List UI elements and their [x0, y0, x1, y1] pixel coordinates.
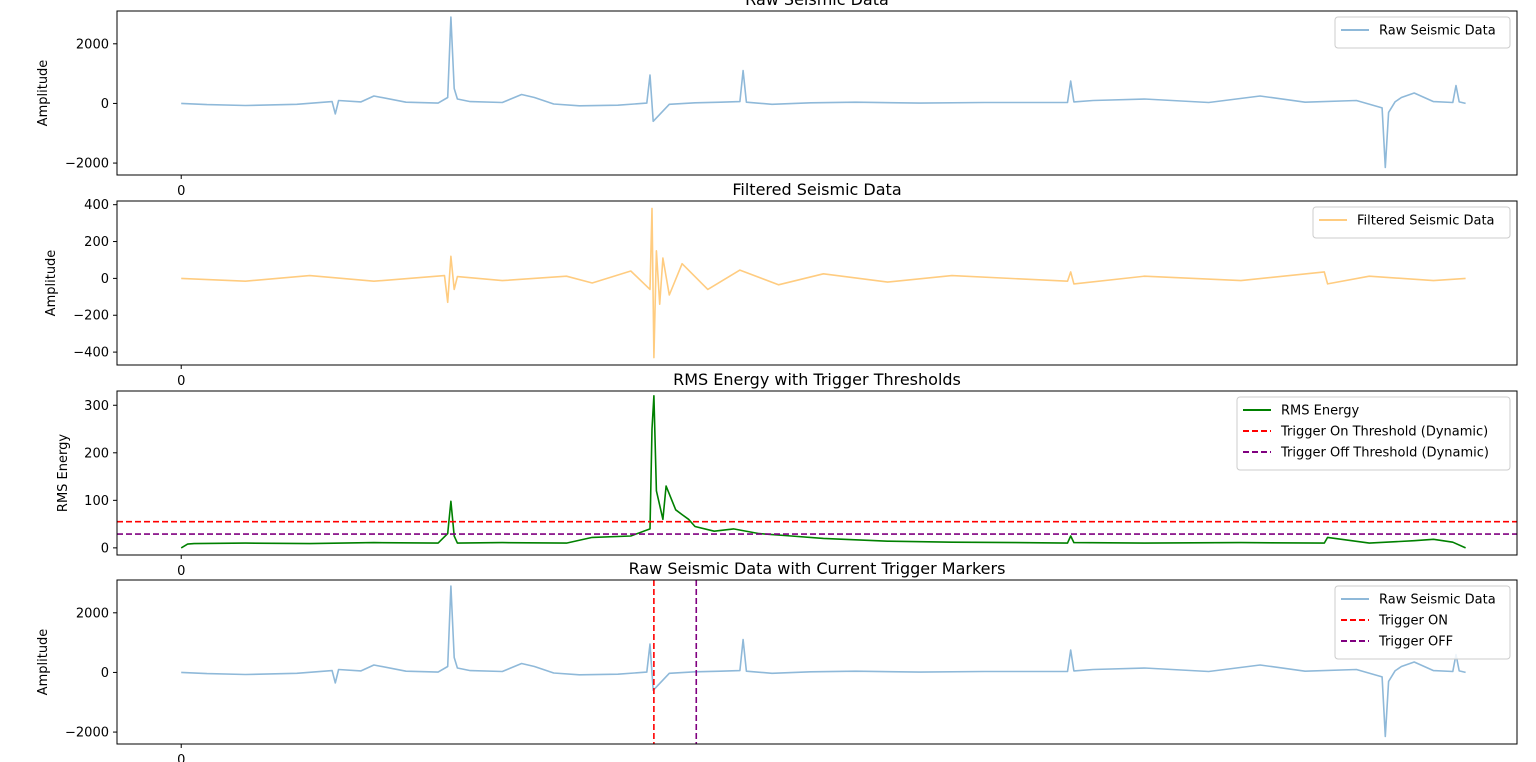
legend-label: Raw Seismic Data — [1379, 24, 1496, 39]
y-axis-label: Amplitude — [44, 250, 59, 317]
chart-panel-1: −2000 0 2000 0 Raw Seismic Data Amplitude Raw … — [36, 0, 1518, 199]
x-tick-label: 0 — [177, 374, 185, 389]
chart-panel-4: −2000 0 2000 0 Raw Seismic Data with Current… — [36, 559, 1518, 762]
axes-frame — [116, 390, 1518, 556]
y-tick-label: 200 — [84, 235, 109, 250]
axes-frame — [116, 10, 1518, 176]
y-tick-label: 0 — [101, 541, 109, 556]
legend-label: RMS Energy — [1281, 404, 1359, 419]
series-line-1 — [180, 394, 1466, 549]
y-tick-label: 0 — [101, 97, 109, 112]
y-tick-label: −400 — [73, 346, 109, 361]
legend-box — [1236, 396, 1511, 471]
y-tick-label: 100 — [84, 494, 109, 509]
series-line-1 — [181, 207, 1466, 359]
y-tick-label: 200 — [84, 446, 109, 461]
chart-panel-2: −400 −200 0 200 400 0 Filtered Seismic Data Amp… — [44, 180, 1518, 389]
y-axis-label: Amplitude — [36, 60, 51, 127]
y-tick-label: 2000 — [76, 606, 109, 621]
legend-label: Trigger ON — [1378, 614, 1448, 629]
plot-area — [117, 394, 1517, 549]
axes-frame — [116, 579, 1518, 745]
plot-area — [181, 580, 1466, 744]
legend: RMS Energy Trigger On Threshold (Dynamic)… — [1236, 396, 1511, 471]
legend-label: Trigger Off Threshold (Dynamic) — [1280, 446, 1489, 461]
legend-box — [1312, 206, 1511, 239]
chart-title: RMS Energy with Trigger Thresholds — [673, 370, 961, 389]
y-tick-label: −200 — [73, 309, 109, 324]
y-axis-label: RMS Energy — [56, 434, 71, 512]
y-tick-label: −2000 — [65, 726, 109, 741]
series-line-1 — [181, 585, 1466, 738]
x-tick-label: 0 — [177, 753, 185, 762]
plot-area — [181, 207, 1466, 359]
y-tick-label: 400 — [84, 198, 109, 213]
chart-title: Raw Seismic Data with Current Trigger Ma… — [629, 559, 1006, 578]
y-tick-label: 2000 — [76, 37, 109, 52]
chart-panel-3: 0 100 200 300 0 RMS Energy with Trigger Thres… — [56, 370, 1518, 579]
legend-box — [1334, 16, 1511, 49]
legend-label: Trigger OFF — [1378, 635, 1453, 650]
legend-box — [1334, 585, 1511, 660]
series-line-1 — [181, 16, 1466, 169]
y-tick-label: 0 — [101, 272, 109, 287]
legend-label: Trigger On Threshold (Dynamic) — [1280, 425, 1488, 440]
chart-title: Raw Seismic Data — [745, 0, 889, 9]
y-tick-label: 0 — [101, 666, 109, 681]
legend-label: Filtered Seismic Data — [1357, 214, 1495, 229]
axes-frame — [116, 200, 1518, 366]
legend: Filtered Seismic Data — [1312, 206, 1511, 239]
y-axis-label: Amplitude — [36, 629, 51, 696]
legend: Raw Seismic Data Trigger ON Trigger OFF — [1334, 585, 1511, 660]
legend-label: Raw Seismic Data — [1379, 593, 1496, 608]
legend: Raw Seismic Data — [1334, 16, 1511, 49]
x-tick-label: 0 — [177, 184, 185, 199]
plot-area — [181, 16, 1466, 169]
y-tick-label: −2000 — [65, 157, 109, 172]
y-tick-label: 300 — [84, 399, 109, 414]
chart-title: Filtered Seismic Data — [732, 180, 901, 199]
x-tick-label: 0 — [177, 564, 185, 579]
